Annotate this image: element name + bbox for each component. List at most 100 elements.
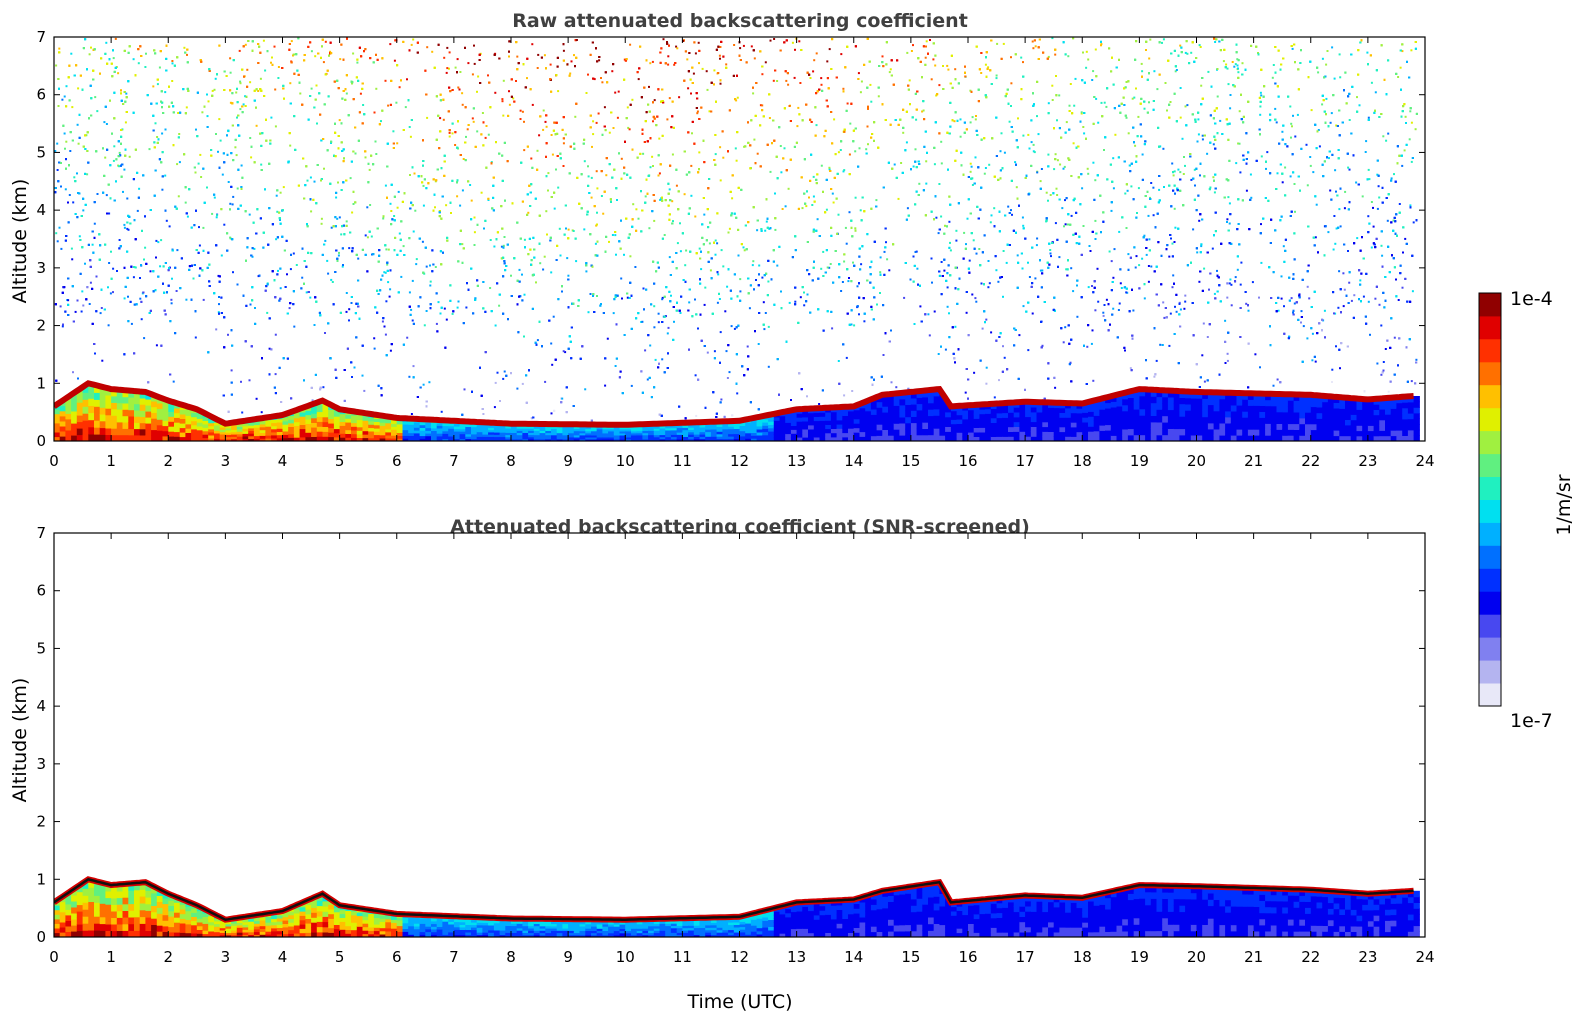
colorbar-max-label: 1e-4: [1510, 288, 1553, 310]
colorbar-segment: [1479, 384, 1501, 409]
x-tick-label: 18: [1073, 452, 1092, 470]
y-tick-label: 6: [36, 582, 46, 600]
boundary-layer: [54, 380, 1420, 441]
x-tick-label: 4: [278, 452, 288, 470]
x-tick-label: 5: [335, 452, 345, 470]
x-tick-label: 12: [730, 452, 749, 470]
y-tick-label: 7: [36, 524, 46, 542]
x-tick-label: 10: [616, 948, 635, 966]
colorbar-unit-label: 1/m/sr: [1553, 474, 1575, 535]
y-tick-label: 7: [36, 28, 46, 46]
colorbar-segment: [1479, 545, 1501, 569]
x-tick-label: 20: [1187, 948, 1206, 966]
boundary-layer: [54, 876, 1420, 937]
colorbar-segment: [1479, 637, 1501, 661]
y-tick-label: 4: [36, 201, 46, 219]
bottom-panel: 0 1 2 3 4 5 6 7 8 9 10 11 12 13 14 15 16 17 18 19 20 21 22 23 24…: [36, 524, 1434, 966]
x-tick-label: 18: [1073, 948, 1092, 966]
x-tick-label: 4: [278, 948, 288, 966]
x-tick-label: 10: [616, 452, 635, 470]
x-tick-label: 14: [844, 948, 863, 966]
top-panel: 0 1 2 3 4 5 6 7 8 9 10 11 12 13 14 15 16 17 18 19 20 21 22 23 24…: [36, 28, 1434, 470]
colorbar-segment: [1479, 315, 1501, 340]
x-tick-label: 22: [1301, 452, 1320, 470]
y-tick-label: 0: [36, 928, 46, 946]
heatmap-area: [54, 37, 1425, 441]
x-tick-label: 6: [392, 452, 402, 470]
x-tick-label: 0: [49, 452, 59, 470]
heatmap-area: [54, 533, 1425, 937]
top-y-axis-label: Altitude (km): [9, 179, 31, 304]
x-tick-label: 1: [106, 452, 116, 470]
y-tick-label: 1: [36, 374, 46, 392]
x-tick-label: 9: [563, 948, 573, 966]
x-tick-label: 19: [1130, 948, 1149, 966]
x-tick-label: 5: [335, 948, 345, 966]
x-tick-label: 3: [221, 948, 231, 966]
y-tick-label: 5: [36, 143, 46, 161]
x-tick-label: 7: [449, 452, 459, 470]
x-tick-label: 21: [1244, 452, 1263, 470]
colorbar-segment: [1479, 407, 1501, 432]
y-tick-label: 2: [36, 317, 46, 335]
x-tick-label: 15: [901, 452, 920, 470]
colorbar-segment: [1479, 522, 1501, 546]
colorbar-segment: [1479, 568, 1501, 592]
x-tick-label: 2: [163, 452, 173, 470]
x-tick-label: 22: [1301, 948, 1320, 966]
x-tick-label: 8: [506, 452, 516, 470]
colorbar-segment: [1479, 430, 1501, 455]
y-tick-label: 6: [36, 86, 46, 104]
x-tick-label: 16: [958, 452, 977, 470]
y-tick-label: 2: [36, 813, 46, 831]
x-tick-label: 2: [163, 948, 173, 966]
x-tick-label: 20: [1187, 452, 1206, 470]
top-panel-title: Raw attenuated backscattering coefficien…: [512, 10, 968, 32]
y-tick-label: 0: [36, 432, 46, 450]
y-tick-label: 4: [36, 697, 46, 715]
x-tick-label: 11: [673, 948, 692, 966]
colorbar-segment: [1479, 338, 1501, 363]
x-tick-label: 24: [1415, 452, 1434, 470]
x-tick-label: 0: [49, 948, 59, 966]
x-tick-label: 24: [1415, 948, 1434, 966]
bottom-y-axis-label: Altitude (km): [9, 678, 31, 803]
layer-top-core: [54, 877, 1414, 921]
x-tick-label: 14: [844, 452, 863, 470]
colorbar-segment: [1479, 476, 1501, 500]
x-tick-label: 21: [1244, 948, 1263, 966]
colorbar-segment: [1479, 683, 1501, 707]
x-tick-label: 23: [1358, 452, 1377, 470]
colorbar-min-label: 1e-7: [1510, 710, 1553, 732]
x-axis-label: Time (UTC): [686, 991, 792, 1013]
x-tick-label: 15: [901, 948, 920, 966]
x-tick-label: 6: [392, 948, 402, 966]
x-tick-label: 13: [787, 452, 806, 470]
x-tick-label: 9: [563, 452, 573, 470]
colorbar-segment: [1479, 660, 1501, 684]
colorbar-segment: [1479, 361, 1501, 386]
noise-field: [54, 37, 1418, 426]
x-tick-label: 3: [221, 452, 231, 470]
x-tick-label: 8: [506, 948, 516, 966]
colorbar-frame: [1478, 292, 1502, 707]
colorbar-segment: [1479, 499, 1501, 523]
colorbar-segment: [1479, 453, 1501, 477]
y-tick-label: 3: [36, 259, 46, 277]
colorbar: [1478, 292, 1502, 707]
x-tick-label: 1: [106, 948, 116, 966]
x-tick-label: 7: [449, 948, 459, 966]
x-tick-label: 19: [1130, 452, 1149, 470]
x-tick-label: 17: [1016, 452, 1035, 470]
layer-top-line: [54, 380, 1414, 428]
x-tick-label: 17: [1016, 948, 1035, 966]
x-tick-label: 16: [958, 948, 977, 966]
y-tick-label: 1: [36, 870, 46, 888]
colorbar-segment: [1479, 591, 1501, 615]
y-tick-label: 5: [36, 639, 46, 657]
x-tick-label: 23: [1358, 948, 1377, 966]
colorbar-segment: [1479, 614, 1501, 638]
x-tick-label: 13: [787, 948, 806, 966]
x-tick-label: 12: [730, 948, 749, 966]
